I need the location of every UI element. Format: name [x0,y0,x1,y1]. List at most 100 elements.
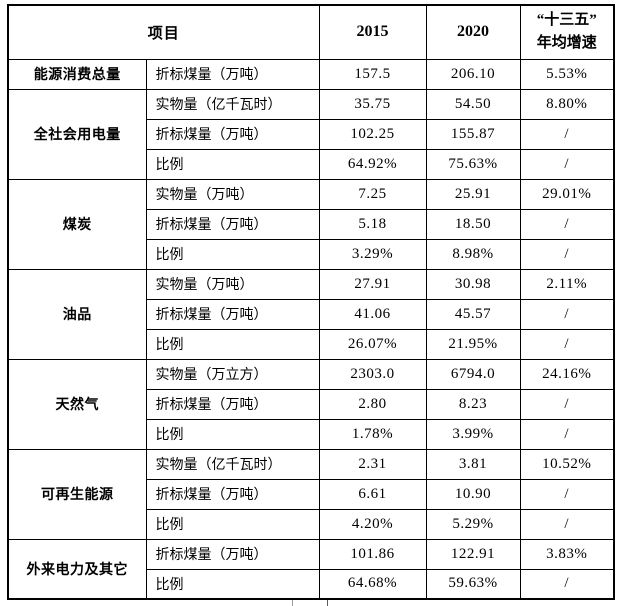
value-2020-cell: 8.98% [425,238,521,270]
value-2015-cell: 102.25 [318,118,427,150]
category-cell: 能源消费总量 [7,58,147,90]
growth-rate-cell: / [519,298,615,330]
table-row: 煤炭 实物量（万吨） 7.25 25.91 29.01% [7,178,615,270]
row-label-cell: 比例 [145,508,320,540]
growth-rate-cell: / [519,418,615,450]
row-label-cell: 折标煤量（万吨） [145,298,320,330]
value-2020-cell: 59.63% [425,568,521,600]
table-body: 能源消费总量 折标煤量（万吨） 157.5 206.10 5.53% 全社会用电量 实物量（… [7,58,615,600]
table-row: 比例 64.68% 59.63% / [8,568,615,600]
row-label-cell: 比例 [145,568,320,600]
table-row: 折标煤量（万吨） 102.25 155.87/ [8,118,615,150]
growth-rate-cell: / [519,328,615,360]
value-2015-cell: 4.20% [318,508,427,540]
row-label-cell: 折标煤量（万吨） [145,118,320,150]
table-row: 比例 26.07% 21.95% / [8,328,615,360]
value-2015-cell: 6.61 [318,478,427,510]
value-2020-cell: 6794.0 [425,358,521,390]
header-2020: 2020 [425,4,521,60]
value-2020-cell: 25.91 [425,178,521,210]
value-2020-cell: 3.81 [425,448,521,480]
value-2015-cell: 35.75 [318,88,427,120]
row-label-cell: 比例 [145,328,320,360]
growth-rate-cell: / [519,568,615,600]
table-row: 油品 实物量（万吨） 27.91 30.98 2.11% [7,268,615,360]
row-label-cell: 比例 [145,238,320,270]
growth-rate-cell: 5.53% [519,58,615,90]
header-row: 项目 2015 2020 “十三五” 年均增速 [7,4,615,60]
growth-rate-cell: 3.83% [519,538,615,570]
row-label-cell: 实物量（万吨） [145,268,320,300]
value-2020-cell: 75.63% [425,148,521,180]
value-2015-cell: 2303.0 [318,358,427,390]
value-2020-cell: 3.99% [425,418,521,450]
energy-consumption-table: 项目 2015 2020 “十三五” 年均增速 能源消费总量 折标煤量（万吨） 15… [7,4,616,600]
growth-rate-cell: 29.01% [519,178,615,210]
header-item: 项目 [7,4,320,60]
row-label-cell: 比例 [145,148,320,180]
value-2015-cell: 41.06 [318,298,427,330]
cropped-next-row-border-right [327,600,328,606]
category-cell: 外来电力及其它 [7,538,147,600]
table-row: 能源消费总量 折标煤量（万吨） 157.5 206.10 5.53% [7,58,615,90]
row-label-cell: 折标煤量（万吨） [145,538,320,570]
growth-rate-cell: / [519,238,615,270]
growth-rate-cell: 24.16% [519,358,615,390]
value-2015-cell: 7.25 [318,178,427,210]
category-cell: 天然气 [7,358,147,450]
cropped-next-row-border-left [292,600,293,606]
table-row: 全社会用电量 实物量（亿千瓦时） 35.75 54.50 8.80% [7,88,615,180]
value-2015-cell: 1.78% [318,418,427,450]
row-label-cell: 折标煤量（万吨） [145,388,320,420]
row-label-cell: 折标煤量（万吨） [145,478,320,510]
value-2015-cell: 2.80 [318,388,427,420]
table-row: 比例 3.29% 8.98% / [8,238,615,270]
value-2015-cell: 64.92% [318,148,427,180]
table-row: 折标煤量（万吨） 2.80 8.23/ [8,388,615,420]
growth-rate-cell: / [519,478,615,510]
growth-rate-cell: 8.80% [519,88,615,120]
row-label-cell: 折标煤量（万吨） [145,208,320,240]
value-2020-cell: 54.50 [425,88,521,120]
value-2020-cell: 21.95% [425,328,521,360]
value-2020-cell: 5.29% [425,508,521,540]
growth-rate-cell: / [519,508,615,540]
value-2015-cell: 5.18 [318,208,427,240]
category-cell: 油品 [7,268,147,360]
header-2015: 2015 [318,4,427,60]
value-2015-cell: 2.31 [318,448,427,480]
value-2020-cell: 30.98 [425,268,521,300]
table-row: 折标煤量（万吨） 41.06 45.57/ [8,298,615,330]
growth-rate-cell: / [519,388,615,420]
value-2015-cell: 26.07% [318,328,427,360]
table-row: 折标煤量（万吨） 5.18 18.50/ [8,208,615,240]
value-2020-cell: 206.10 [425,58,521,90]
value-2015-cell: 157.5 [318,58,427,90]
value-2020-cell: 45.57 [425,298,521,330]
row-label-cell: 折标煤量（万吨） [145,58,320,90]
table-row: 外来电力及其它 折标煤量（万吨） 101.86 122.91 3.83% [7,538,615,600]
table-row: 天然气 实物量（万立方） 2303.0 6794.0 24.16% [7,358,615,450]
header-growth: “十三五” 年均增速 [519,4,615,60]
category-cell: 全社会用电量 [7,88,147,180]
value-2020-cell: 155.87 [425,118,521,150]
value-2015-cell: 64.68% [318,568,427,600]
value-2015-cell: 3.29% [318,238,427,270]
header-growth-line1: “十三五” [536,12,597,29]
row-label-cell: 实物量（万吨） [145,178,320,210]
growth-rate-cell: 2.11% [519,268,615,300]
row-label-cell: 实物量（亿千瓦时） [145,448,320,480]
header-growth-line2: 年均增速 [536,35,597,52]
growth-rate-cell: 10.52% [519,448,615,480]
value-2015-cell: 27.91 [318,268,427,300]
table-row: 比例 64.92% 75.63% / [8,148,615,180]
value-2020-cell: 8.23 [425,388,521,420]
table-row: 可再生能源 实物量（亿千瓦时） 2.31 3.81 10.52% [7,448,615,540]
value-2020-cell: 10.90 [425,478,521,510]
row-label-cell: 比例 [145,418,320,450]
value-2020-cell: 18.50 [425,208,521,240]
growth-rate-cell: / [519,208,615,240]
row-label-cell: 实物量（亿千瓦时） [145,88,320,120]
category-cell: 煤炭 [7,178,147,270]
